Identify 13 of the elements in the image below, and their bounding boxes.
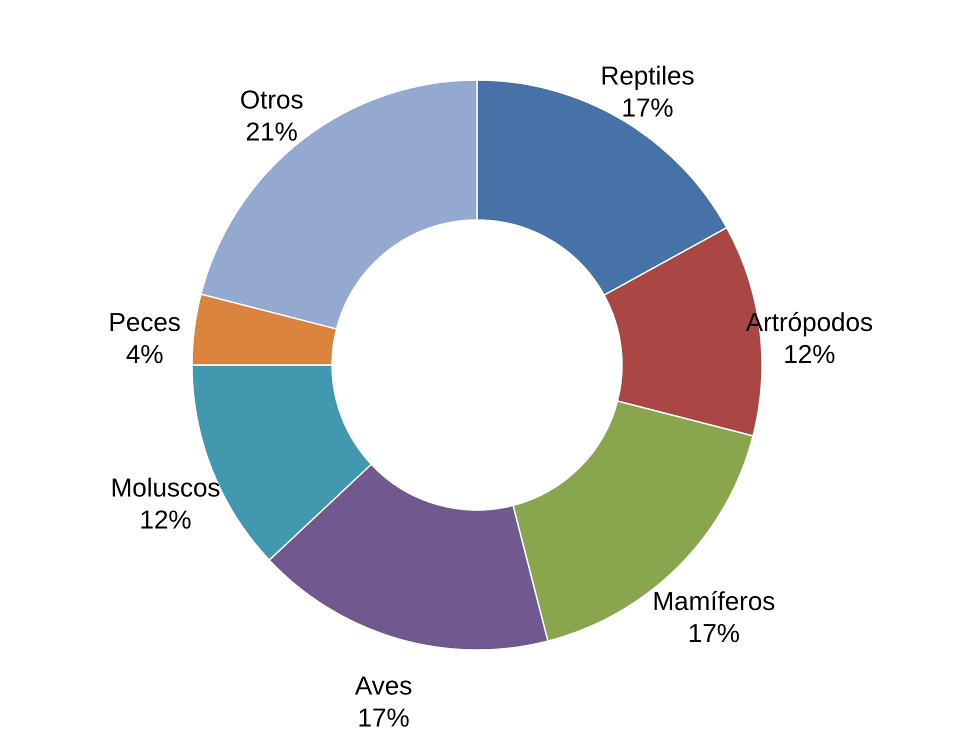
slice-label: Peces xyxy=(108,307,181,338)
data-label: 17% xyxy=(358,702,410,730)
data-label: 17% xyxy=(622,92,674,123)
slice-label: Reptiles xyxy=(600,60,694,91)
data-label: 17% xyxy=(688,618,740,648)
slice-label: Mamíferos xyxy=(652,586,776,616)
slice-label: Moluscos xyxy=(110,472,220,502)
slice-label: Aves xyxy=(354,670,412,701)
slice-label: Otros xyxy=(240,84,304,114)
data-label: 12% xyxy=(140,504,192,534)
data-label: 4% xyxy=(126,339,164,370)
data-label: 21% xyxy=(246,116,298,146)
data-label: 12% xyxy=(783,339,836,370)
